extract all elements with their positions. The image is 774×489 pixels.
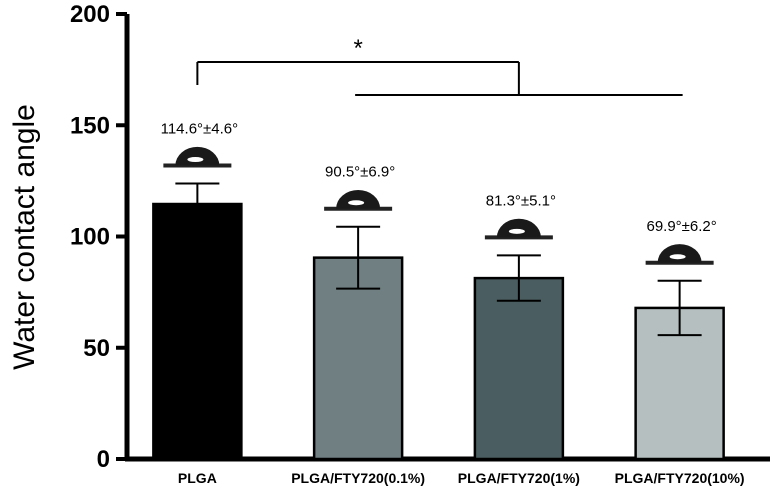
bar — [312, 256, 404, 461]
y-tick-label: 100 — [70, 224, 110, 251]
bar — [152, 202, 243, 461]
significance-asterisk: * — [353, 35, 362, 62]
y-tick-label: 200 — [70, 1, 110, 28]
value-annotation: 69.9°±6.2° — [646, 218, 716, 235]
y-tick-label: 150 — [70, 112, 110, 139]
droplet-highlight — [187, 157, 204, 163]
bars: 114.6°±4.6° PLGA 90.5°±6.9° PLGA/FTY720(0.1… — [152, 121, 745, 486]
y-ticks: 0 50 100 150 200 — [70, 1, 127, 473]
droplet-icon — [496, 218, 541, 238]
y-tick-label: 50 — [83, 335, 110, 362]
x-category-label: PLGA — [178, 470, 217, 486]
y-axis-title: Water contact angle — [8, 104, 41, 370]
y-tick-label: 0 — [97, 446, 110, 473]
droplet-icon — [175, 146, 220, 166]
value-annotation: 114.6°±4.6° — [161, 121, 239, 138]
value-annotation: 90.5°±6.9° — [325, 164, 395, 181]
x-category-label: PLGA/FTY720(10%) — [615, 470, 745, 486]
bar — [473, 276, 565, 461]
x-category-label: PLGA/FTY720(0.1%) — [291, 470, 425, 486]
droplet-highlight — [669, 254, 686, 260]
value-annotation: 81.3°±5.1° — [486, 192, 556, 209]
droplet-highlight — [348, 200, 365, 206]
x-category-label: PLGA/FTY720(1%) — [458, 470, 580, 486]
droplet-icon — [336, 190, 381, 209]
droplet-highlight — [508, 228, 525, 234]
droplet-icon — [657, 244, 702, 263]
significance-bracket: * — [196, 35, 683, 96]
